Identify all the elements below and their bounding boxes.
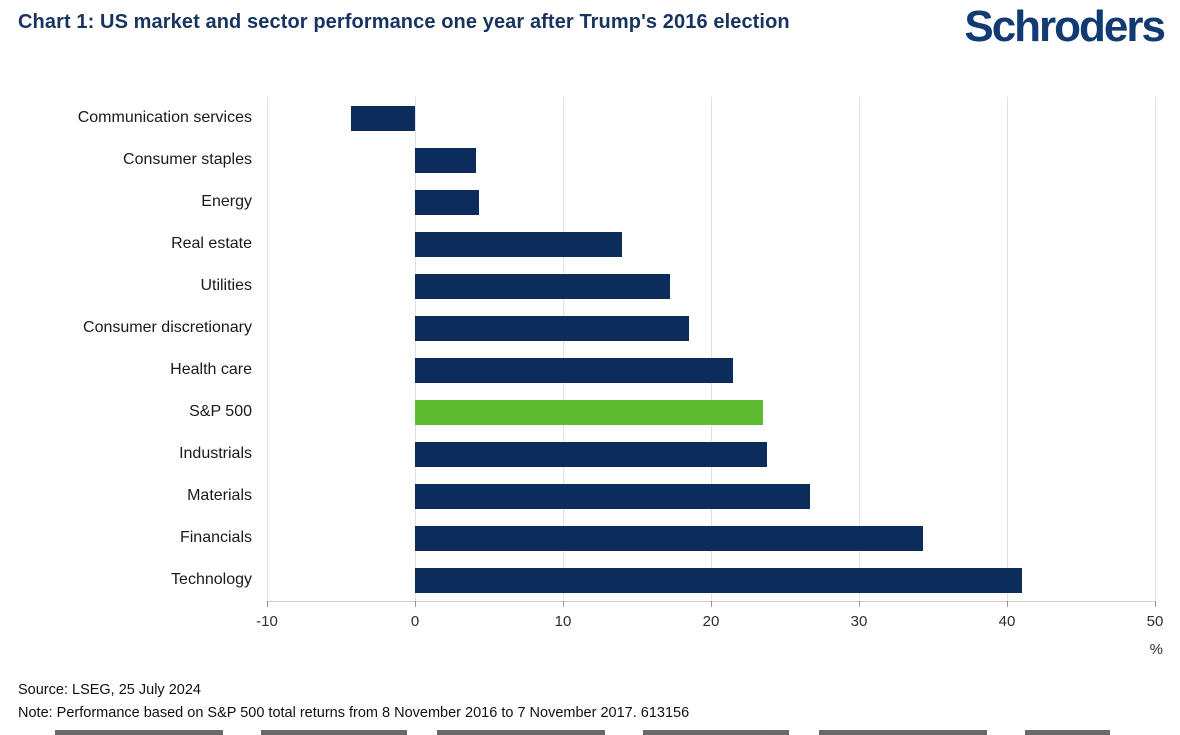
tick-label--10: -10: [256, 613, 278, 630]
bar-health-care: [415, 357, 734, 383]
axis-tick-0: [415, 601, 416, 607]
tick-label-20: 20: [702, 613, 720, 630]
bar-s-p-500: [415, 399, 763, 425]
category-label-industrials: Industrials: [179, 445, 252, 462]
gridline-50: [1155, 97, 1156, 601]
bar-industrials: [415, 441, 768, 467]
plot-area: [267, 97, 1156, 607]
category-label-s-p-500: S&P 500: [189, 403, 252, 420]
gridline-20: [711, 97, 712, 601]
bar-real-estate: [415, 231, 623, 257]
category-label-real-estate: Real estate: [171, 235, 252, 252]
note-text: Note: Performance based on S&P 500 total…: [18, 705, 690, 721]
bar-communication-services: [351, 105, 415, 131]
bar-financials: [415, 525, 923, 551]
gridline--10: [267, 97, 268, 601]
bar-materials: [415, 483, 811, 509]
category-label-health-care: Health care: [170, 361, 252, 378]
axis-tick--10: [267, 601, 268, 607]
bar-utilities: [415, 273, 670, 299]
category-label-utilities: Utilities: [200, 277, 252, 294]
bar-energy: [415, 189, 479, 215]
schroders-logo: Schroders: [964, 2, 1166, 51]
gridline-0: [415, 97, 416, 601]
axis-tick-20: [711, 601, 712, 607]
category-label-energy: Energy: [201, 193, 252, 210]
tick-label-30: 30: [850, 613, 868, 630]
category-label-consumer-staples: Consumer staples: [123, 151, 252, 168]
gridline-40: [1007, 97, 1008, 601]
tick-label-0: 0: [410, 613, 420, 630]
chart-title: Chart 1: US market and sector performanc…: [18, 11, 790, 33]
tick-label-50: 50: [1146, 613, 1164, 630]
category-label-consumer-discretionary: Consumer discretionary: [83, 319, 252, 336]
gridline-30: [859, 97, 860, 601]
x-axis-unit-label: %: [1149, 641, 1163, 658]
bar-technology: [415, 567, 1022, 593]
axis-tick-50: [1155, 601, 1156, 607]
cropped-text-row: [55, 730, 1110, 735]
gridline-10: [563, 97, 564, 601]
category-label-technology: Technology: [171, 571, 252, 588]
bar-consumer-staples: [415, 147, 476, 173]
tick-label-10: 10: [554, 613, 572, 630]
category-label-communication-services: Communication services: [77, 109, 252, 126]
axis-tick-30: [859, 601, 860, 607]
bar-consumer-discretionary: [415, 315, 689, 341]
axis-tick-10: [563, 601, 564, 607]
axis-tick-40: [1007, 601, 1008, 607]
category-label-materials: Materials: [187, 487, 252, 504]
tick-label-40: 40: [998, 613, 1016, 630]
category-label-financials: Financials: [179, 529, 252, 546]
source-text: Source: LSEG, 25 July 2024: [18, 682, 201, 698]
